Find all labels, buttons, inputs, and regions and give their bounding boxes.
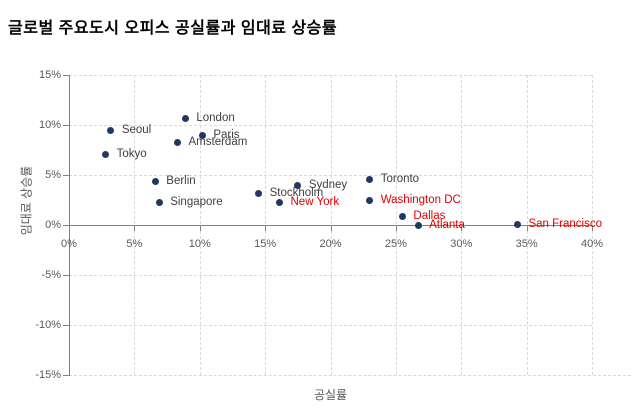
- x-tick-mark: [330, 225, 332, 231]
- gridline-horizontal: [69, 275, 592, 276]
- y-tick-label: -5%: [41, 269, 61, 281]
- data-point-label: Paris: [213, 129, 240, 141]
- y-tick-mark: [63, 225, 69, 226]
- gridline-horizontal: [69, 375, 631, 376]
- gridline-horizontal: [69, 325, 592, 326]
- x-tick-label: 15%: [254, 238, 277, 250]
- x-tick-mark: [526, 225, 528, 231]
- data-point-dot: [255, 189, 263, 197]
- x-tick-label: 20%: [319, 238, 342, 250]
- data-point-dot: [174, 138, 182, 146]
- data-point-label: Seoul: [121, 124, 152, 136]
- y-tick-label: 5%: [45, 169, 61, 181]
- data-point-label: Atlanta: [429, 219, 465, 231]
- y-tick-label: -15%: [35, 369, 61, 381]
- data-point-dot: [366, 196, 374, 204]
- data-point-dot: [151, 177, 159, 185]
- y-tick-mark: [63, 325, 69, 326]
- x-tick-label: 25%: [384, 238, 407, 250]
- data-point-dot: [155, 198, 163, 206]
- data-point-label: London: [196, 112, 235, 124]
- data-point-label: Stockholm: [269, 187, 324, 199]
- x-tick-mark: [265, 225, 267, 231]
- x-tick-mark: [592, 225, 593, 231]
- x-tick-mark: [199, 225, 201, 231]
- data-point-dot: [414, 221, 422, 229]
- data-point-label: Sydney: [308, 179, 348, 191]
- data-point-dot: [366, 175, 374, 183]
- y-tick-mark: [63, 75, 69, 76]
- y-tick-mark: [63, 375, 69, 376]
- x-axis-title: 공실률: [313, 388, 348, 402]
- chart-title: 글로벌 주요도시 오피스 공실률과 임대료 상승률: [8, 20, 338, 37]
- data-point-label: San Francisco: [528, 218, 602, 230]
- x-tick-label: 0%: [61, 238, 77, 250]
- x-tick-label: 10%: [188, 238, 211, 250]
- data-point-label: Toronto: [380, 173, 420, 185]
- data-point-label: Singapore: [170, 196, 223, 208]
- x-tick-mark: [134, 225, 136, 231]
- data-point-label: Washington DC: [380, 194, 461, 206]
- gridline-horizontal: [69, 75, 592, 76]
- gridline-horizontal: [69, 125, 592, 126]
- data-point-label: Amsterdam: [188, 136, 248, 148]
- data-point-label: New York: [290, 196, 340, 208]
- data-point-dot: [181, 114, 189, 122]
- data-point-dot: [513, 220, 521, 228]
- data-point-dot: [102, 150, 110, 158]
- x-tick-mark: [461, 225, 463, 231]
- x-tick-label: 40%: [580, 238, 604, 250]
- y-tick-label: 10%: [38, 119, 61, 131]
- data-point-dot: [198, 131, 206, 139]
- data-point-label: Tokyo: [116, 148, 147, 160]
- y-tick-label: -10%: [35, 319, 61, 331]
- x-tick-label: 5%: [126, 238, 143, 250]
- y-tick-label: 15%: [38, 69, 61, 81]
- data-point-label: Dallas: [413, 210, 446, 222]
- x-tick-label: 30%: [450, 238, 473, 250]
- y-tick-mark: [63, 175, 69, 176]
- data-point-dot: [276, 198, 283, 206]
- data-point-dot: [107, 126, 115, 134]
- x-tick-label: 35%: [515, 238, 538, 250]
- y-tick-mark: [63, 275, 69, 276]
- gridline-horizontal: [69, 175, 592, 176]
- data-point-label: Berlin: [166, 175, 196, 187]
- data-point-dot: [294, 181, 302, 189]
- y-tick-label: 0%: [45, 219, 61, 231]
- y-tick-mark: [63, 125, 69, 126]
- data-point-dot: [398, 212, 406, 220]
- x-tick-mark: [395, 225, 397, 231]
